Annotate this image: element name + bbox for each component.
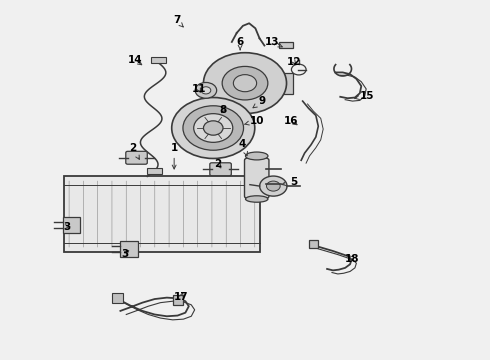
Bar: [112, 293, 123, 303]
Text: 7: 7: [173, 15, 183, 27]
Text: 11: 11: [191, 84, 206, 94]
Circle shape: [201, 87, 211, 94]
Text: 14: 14: [128, 55, 143, 65]
Bar: [147, 168, 162, 174]
Text: 1: 1: [171, 143, 178, 169]
Circle shape: [203, 121, 223, 135]
Text: 15: 15: [354, 91, 374, 101]
Circle shape: [260, 176, 287, 196]
Circle shape: [194, 114, 233, 142]
Text: 4: 4: [239, 139, 247, 156]
Ellipse shape: [245, 152, 268, 160]
Circle shape: [267, 181, 280, 191]
Text: 12: 12: [287, 57, 301, 67]
Text: 3: 3: [63, 222, 70, 231]
Text: 17: 17: [174, 292, 189, 302]
Text: 6: 6: [237, 37, 244, 50]
Text: 2: 2: [215, 159, 222, 169]
Circle shape: [172, 98, 255, 158]
Bar: [172, 295, 183, 305]
Text: 10: 10: [245, 116, 265, 126]
Circle shape: [183, 106, 244, 150]
Circle shape: [233, 75, 257, 92]
Text: 13: 13: [265, 37, 282, 47]
Ellipse shape: [245, 196, 268, 202]
Bar: [151, 57, 166, 63]
Bar: [309, 240, 318, 248]
Bar: [64, 176, 260, 252]
Bar: [270, 72, 293, 94]
Text: 8: 8: [220, 105, 227, 115]
Bar: [120, 241, 138, 257]
Text: 2: 2: [129, 143, 139, 159]
Text: 5: 5: [282, 177, 297, 187]
Text: 3: 3: [122, 248, 129, 258]
FancyBboxPatch shape: [210, 163, 231, 176]
FancyBboxPatch shape: [126, 151, 147, 164]
Circle shape: [222, 66, 268, 100]
Text: 9: 9: [253, 96, 266, 108]
FancyBboxPatch shape: [245, 158, 269, 198]
Bar: [63, 217, 80, 233]
Text: 16: 16: [284, 116, 299, 126]
Bar: [279, 41, 293, 48]
Circle shape: [203, 53, 287, 114]
Text: 18: 18: [345, 254, 360, 264]
Circle shape: [195, 82, 217, 98]
